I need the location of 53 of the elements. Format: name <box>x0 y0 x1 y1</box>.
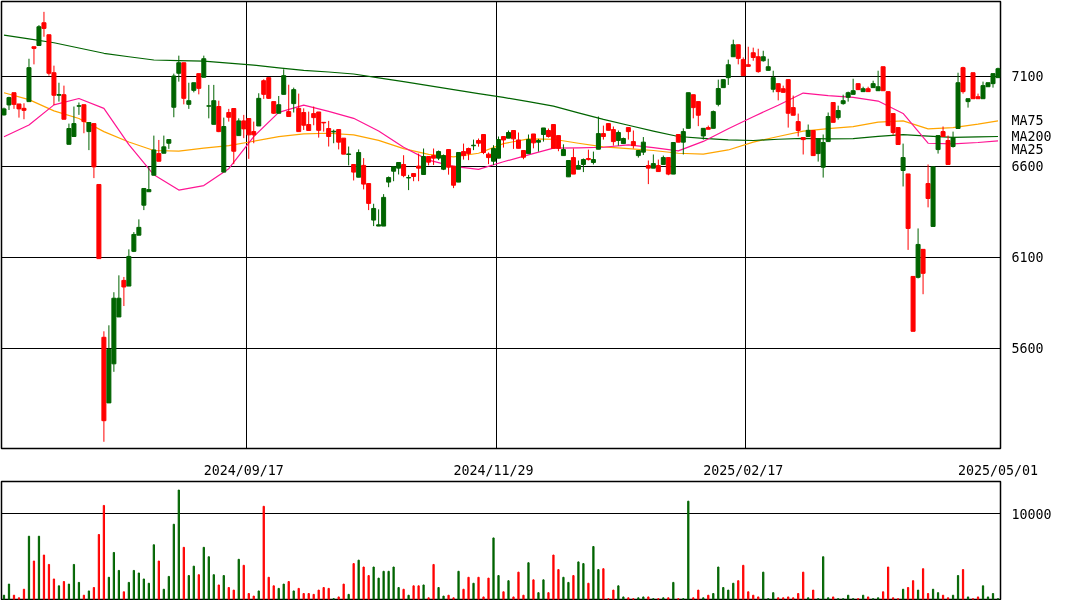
candlestick <box>76 102 82 116</box>
candlestick <box>416 153 422 182</box>
candlestick <box>900 143 906 187</box>
candlestick <box>401 154 407 178</box>
candlestick <box>201 55 207 78</box>
y-tick-label: 6600 <box>1011 159 1044 175</box>
candlestick <box>725 59 731 86</box>
candlestick <box>960 66 966 95</box>
line-series <box>3 92 999 191</box>
y-tick-label: 5600 <box>1011 341 1044 357</box>
series-label: MA200 <box>1011 129 1052 145</box>
candlestick <box>56 82 62 103</box>
candlestick <box>830 102 836 123</box>
y-tick-label: 7100 <box>1011 68 1044 84</box>
y-tick-label: 6100 <box>1011 250 1044 266</box>
candlestick <box>176 55 182 83</box>
x-tick-label: 2024/09/17 <box>203 462 284 478</box>
candlestick <box>920 248 926 295</box>
candlestick <box>241 114 247 139</box>
candlestick <box>925 163 931 208</box>
candlestick <box>755 48 761 74</box>
x-tick-label: 2024/11/29 <box>453 462 534 478</box>
y-tick-label: 10000 <box>1011 506 1052 522</box>
candlestick <box>81 104 87 134</box>
candlestick <box>261 78 267 100</box>
x-tick-label: 2025/02/17 <box>703 462 784 478</box>
series-label: MA25 <box>1011 142 1044 158</box>
candlestick <box>291 87 297 114</box>
candlestick <box>196 73 202 95</box>
candlestick <box>645 159 651 185</box>
candlestick <box>770 70 776 93</box>
candlestick <box>735 44 741 65</box>
candlestick <box>286 84 292 118</box>
candlestick <box>186 82 192 110</box>
candlestick <box>371 203 377 227</box>
candlestick <box>570 148 576 175</box>
candlestick <box>31 46 37 65</box>
candlestick <box>121 276 127 307</box>
series-label: MA75 <box>1011 113 1044 129</box>
candlestick <box>795 113 801 138</box>
candlestick <box>715 79 721 107</box>
candlestick <box>296 93 302 133</box>
candlestick <box>610 126 616 147</box>
candlestick <box>326 120 332 147</box>
candlestick <box>346 146 352 166</box>
candlestick <box>156 139 162 162</box>
candlestick <box>850 78 856 95</box>
candlestick <box>965 98 971 109</box>
candlestick <box>86 122 92 151</box>
candlestick <box>525 134 531 155</box>
x-tick-label: 2025/05/01 <box>957 462 1039 478</box>
candlestick <box>421 148 427 175</box>
candlestick <box>281 68 287 95</box>
